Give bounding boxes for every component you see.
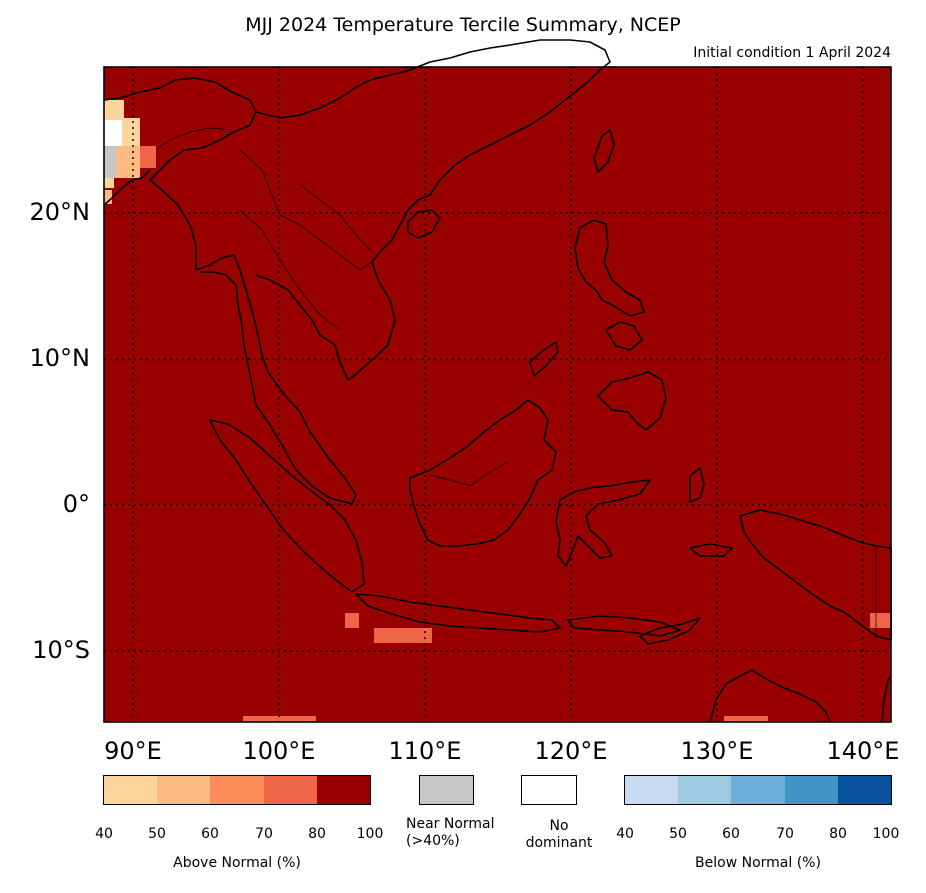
colorbar-below-cell xyxy=(784,776,838,804)
coastline-bengal xyxy=(103,169,151,206)
coastline-borneo xyxy=(409,399,557,547)
above-tick-50: 50 xyxy=(148,826,166,842)
near-normal-label-line1: Near Normal xyxy=(406,816,495,832)
coastline-luzon xyxy=(574,219,645,317)
map-subtitle: Initial condition 1 April 2024 xyxy=(693,45,891,61)
patch-light-orange xyxy=(122,118,140,146)
coastline-sulawesi xyxy=(555,479,651,567)
colorbar-above-cell xyxy=(104,776,158,804)
country-borders xyxy=(155,127,877,636)
colorbar-above-cell xyxy=(210,776,264,804)
colorbar-below-normal xyxy=(624,775,892,805)
near-normal-label: Near Normal (>40%) xyxy=(406,816,536,850)
colorbar-below-cell xyxy=(678,776,732,804)
gridlines xyxy=(104,67,891,722)
patch-red-orange xyxy=(345,613,359,628)
map-title: MJJ 2024 Temperature Tercile Summary, NC… xyxy=(245,14,681,36)
patch-no-dominant xyxy=(104,118,122,148)
no-dominant-swatch xyxy=(521,775,577,805)
coastline-java xyxy=(355,593,561,633)
above-tick-80: 80 xyxy=(308,826,326,842)
colorbar-above-cell xyxy=(263,776,317,804)
no-dominant-label-line2: dominant xyxy=(525,835,593,851)
below-tick-50: 50 xyxy=(669,826,687,842)
coastline-australia xyxy=(709,669,831,723)
coastline-taiwan xyxy=(593,129,615,173)
below-tick-80: 80 xyxy=(829,826,847,842)
coastline-palawan xyxy=(529,341,559,377)
coastline-mainland-west xyxy=(103,77,357,505)
lat-label-20n: 20°N xyxy=(29,198,91,226)
colorbar-below-cell xyxy=(625,776,679,804)
above-tick-100: 100 xyxy=(356,826,384,842)
lon-label-110e: 110°E xyxy=(388,737,462,765)
patch-red-orange xyxy=(724,716,768,722)
below-tick-40: 40 xyxy=(616,826,634,842)
coastline-mindanao xyxy=(597,371,667,431)
patch-red-orange xyxy=(374,628,432,643)
lon-label-100e: 100°E xyxy=(242,737,316,765)
near-normal-fill xyxy=(420,776,473,804)
lon-label-90e: 90°E xyxy=(104,737,162,765)
coastlines xyxy=(103,39,892,723)
lat-label-0: 0° xyxy=(62,490,90,518)
near-normal-label-line2: (>40%) xyxy=(406,833,460,849)
coastline-timor xyxy=(639,617,701,645)
colorbar-above-cell xyxy=(316,776,370,804)
map-patches xyxy=(104,100,891,722)
no-dominant-label: No dominant xyxy=(514,818,604,852)
patch-red-orange xyxy=(870,613,891,628)
coastline-seram xyxy=(689,543,733,557)
coastline-indochina xyxy=(255,39,611,381)
patch-orange xyxy=(116,146,140,178)
above-tick-60: 60 xyxy=(201,826,219,842)
map-frame xyxy=(103,66,892,723)
above-tick-40: 40 xyxy=(95,826,113,842)
no-dominant-fill xyxy=(522,776,576,804)
above-normal-label: Above Normal (%) xyxy=(173,855,301,871)
lon-label-130e: 130°E xyxy=(680,737,754,765)
coastline-sumatra xyxy=(209,419,365,593)
patch-light-orange xyxy=(104,100,124,120)
map-field xyxy=(104,67,891,722)
colorbar-below-cell xyxy=(837,776,891,804)
colorbar-above-normal xyxy=(103,775,371,805)
lon-label-140e: 140°E xyxy=(826,737,900,765)
colorbar-below-cell xyxy=(731,776,785,804)
lat-label-10n: 10°N xyxy=(29,344,91,372)
patch-red-orange xyxy=(140,146,156,168)
colorbar-above-cell xyxy=(157,776,211,804)
patch-light-orange xyxy=(104,178,114,188)
no-dominant-label-line1: No xyxy=(549,818,569,834)
coastline-australia-east xyxy=(881,675,892,723)
above-tick-70: 70 xyxy=(255,826,273,842)
patch-near-normal xyxy=(104,146,116,178)
coastline-hainan xyxy=(407,209,441,239)
lat-label-10s: 10°S xyxy=(32,636,90,664)
patch-light-orange xyxy=(104,190,112,204)
below-tick-60: 60 xyxy=(722,826,740,842)
near-normal-swatch xyxy=(419,775,474,805)
below-normal-label: Below Normal (%) xyxy=(695,855,821,871)
below-tick-70: 70 xyxy=(776,826,794,842)
coastline-halmahera xyxy=(689,467,705,503)
coastline-visayas xyxy=(605,321,643,351)
below-tick-100: 100 xyxy=(872,826,900,842)
lon-label-120e: 120°E xyxy=(534,737,608,765)
coastline-lesser-sunda xyxy=(567,615,681,637)
patch-red-orange xyxy=(243,716,316,722)
